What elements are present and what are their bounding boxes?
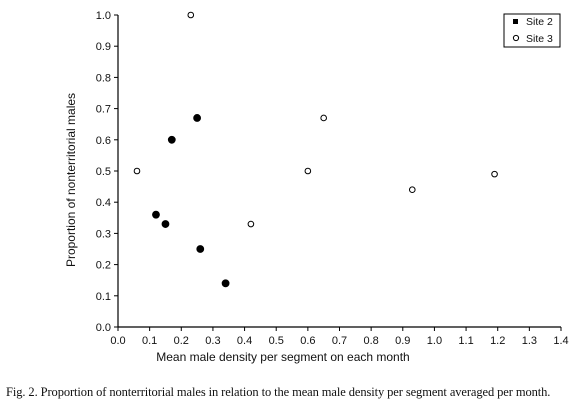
- point-site-3: [187, 11, 195, 19]
- x-tick-label: 1.4: [553, 335, 568, 347]
- figure-caption: Fig. 2. Proportion of nonterritorial mal…: [6, 385, 551, 399]
- plot-area: 0.0 0.1 0.2 0.3 0.4 0.5 0.6 0.7 0.8 0.9 1.0 1.1 1.2 1…: [96, 10, 569, 347]
- point-site-3: [133, 167, 141, 175]
- point-site-3: [247, 220, 255, 228]
- legend-label-site-2: Site 2: [526, 16, 553, 28]
- x-tick-label: 0.0: [110, 335, 125, 347]
- y-tick-label: 0.8: [96, 72, 111, 84]
- x-tick-label: 1.3: [522, 335, 537, 347]
- point-site-2: [161, 220, 170, 228]
- y-axis-ticks: 0.0 0.1 0.2 0.3 0.4 0.5 0.6 0.7 0.8 0.9 1.0: [96, 10, 118, 334]
- y-tick-label: 0.2: [96, 260, 111, 272]
- y-tick-label: 1.0: [96, 10, 111, 22]
- x-tick-label: 0.3: [205, 335, 220, 347]
- x-tick-label: 1.2: [490, 335, 505, 347]
- y-tick-label: 0.1: [96, 291, 111, 303]
- x-tick-label: 1.0: [427, 335, 442, 347]
- point-site-3: [320, 114, 327, 122]
- x-axis-ticks: 0.0 0.1 0.2 0.3 0.4 0.5 0.6 0.7 0.8 0.9 1.0 1.1 1.2 1…: [110, 327, 569, 347]
- x-tick-label: 1.1: [458, 335, 473, 347]
- data-points: [133, 11, 498, 288]
- x-tick-label: 0.1: [142, 335, 157, 347]
- legend-marker-site-3: [512, 34, 520, 42]
- x-tick-label: 0.6: [300, 335, 315, 347]
- y-tick-label: 0.9: [96, 41, 111, 53]
- x-tick-label: 0.8: [363, 335, 378, 347]
- legend-marker-site-2: [513, 19, 518, 24]
- x-tick-label: 0.7: [332, 335, 347, 347]
- point-site-2: [152, 210, 160, 219]
- x-tick-label: 0.2: [174, 335, 189, 347]
- x-tick-label: 0.9: [395, 335, 410, 347]
- point-site-2: [196, 245, 205, 253]
- y-tick-label: 0.7: [96, 104, 111, 116]
- x-tick-label: 0.5: [269, 335, 284, 347]
- y-tick-label: 0.3: [96, 228, 111, 240]
- y-tick-label: 0.5: [96, 166, 111, 178]
- point-site-2: [167, 135, 176, 144]
- x-axis-label: Mean male density per segment on each mo…: [156, 350, 409, 364]
- y-tick-label: 0.0: [96, 322, 111, 334]
- point-site-3: [491, 170, 498, 178]
- point-site-2: [193, 114, 202, 122]
- x-tick-label: 0.4: [237, 335, 252, 347]
- legend: Site 2 Site 3: [503, 13, 561, 48]
- y-tick-label: 0.6: [96, 135, 111, 147]
- y-axis-label: Proportion of nonterritorial males: [64, 93, 78, 267]
- point-site-3: [304, 167, 312, 175]
- y-tick-label: 0.4: [96, 197, 111, 209]
- legend-label-site-3: Site 3: [526, 33, 553, 45]
- point-site-2: [221, 279, 230, 288]
- point-site-3: [408, 186, 416, 194]
